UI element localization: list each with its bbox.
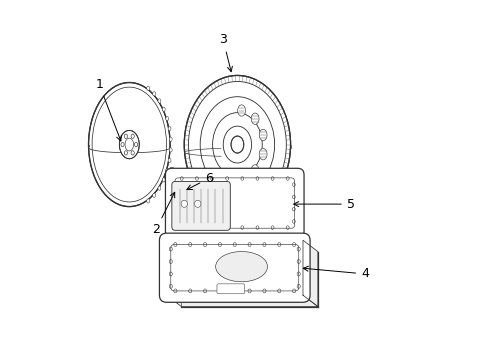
Ellipse shape bbox=[168, 127, 171, 131]
FancyBboxPatch shape bbox=[159, 233, 309, 302]
Ellipse shape bbox=[152, 92, 155, 96]
Polygon shape bbox=[166, 295, 317, 306]
Text: 5: 5 bbox=[293, 198, 354, 211]
Ellipse shape bbox=[88, 82, 170, 207]
Ellipse shape bbox=[173, 189, 179, 196]
Ellipse shape bbox=[168, 167, 175, 175]
Text: 2: 2 bbox=[152, 192, 174, 236]
Ellipse shape bbox=[146, 86, 149, 90]
Ellipse shape bbox=[184, 76, 290, 214]
Ellipse shape bbox=[158, 186, 161, 190]
Text: 1: 1 bbox=[95, 78, 121, 141]
Ellipse shape bbox=[119, 130, 139, 159]
Ellipse shape bbox=[165, 168, 168, 173]
Ellipse shape bbox=[251, 165, 259, 176]
Text: 4: 4 bbox=[303, 266, 368, 280]
Polygon shape bbox=[303, 240, 317, 306]
Ellipse shape bbox=[259, 148, 266, 160]
Ellipse shape bbox=[168, 158, 171, 163]
FancyBboxPatch shape bbox=[170, 244, 298, 291]
Ellipse shape bbox=[146, 199, 149, 203]
Ellipse shape bbox=[237, 105, 245, 116]
FancyBboxPatch shape bbox=[217, 284, 244, 294]
Ellipse shape bbox=[259, 129, 266, 141]
Ellipse shape bbox=[165, 117, 168, 121]
Ellipse shape bbox=[181, 200, 187, 207]
Ellipse shape bbox=[171, 178, 177, 186]
Ellipse shape bbox=[169, 137, 172, 141]
Text: 3: 3 bbox=[219, 33, 232, 72]
Ellipse shape bbox=[169, 148, 172, 152]
Ellipse shape bbox=[194, 200, 201, 207]
Ellipse shape bbox=[237, 173, 245, 184]
Ellipse shape bbox=[230, 136, 244, 153]
Ellipse shape bbox=[162, 178, 165, 182]
Ellipse shape bbox=[251, 113, 259, 125]
Ellipse shape bbox=[162, 107, 165, 111]
FancyBboxPatch shape bbox=[165, 168, 304, 238]
FancyBboxPatch shape bbox=[171, 181, 230, 230]
Ellipse shape bbox=[152, 193, 155, 197]
Ellipse shape bbox=[215, 252, 267, 282]
Ellipse shape bbox=[158, 99, 161, 103]
Text: 6: 6 bbox=[186, 172, 213, 190]
